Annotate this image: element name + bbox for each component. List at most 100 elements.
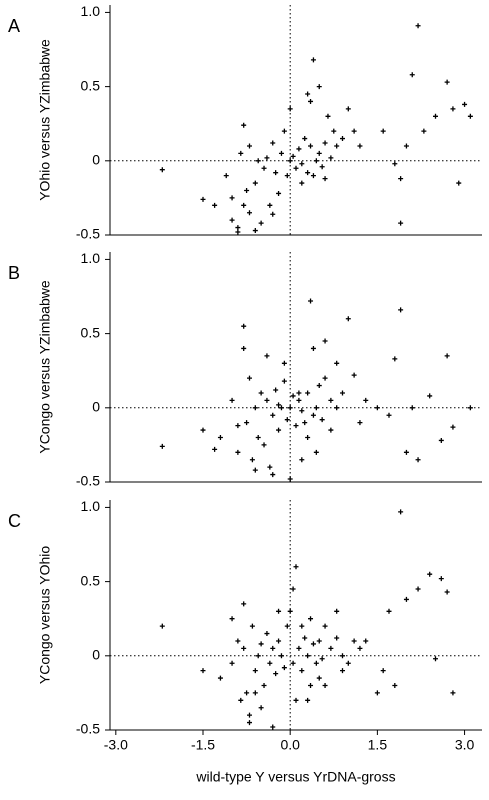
point xyxy=(340,653,345,659)
point xyxy=(284,173,290,179)
point xyxy=(328,155,334,161)
point xyxy=(278,405,284,411)
point xyxy=(235,225,241,231)
point xyxy=(293,697,299,703)
point xyxy=(299,180,305,186)
y-axis-label: YOhio versus YZimbabwe xyxy=(37,39,53,201)
point xyxy=(363,397,369,403)
point xyxy=(398,176,404,182)
point xyxy=(427,571,433,577)
point xyxy=(247,712,252,718)
point xyxy=(308,616,314,622)
point xyxy=(305,653,311,659)
point xyxy=(310,412,316,418)
point xyxy=(241,345,247,351)
point xyxy=(322,375,328,381)
point xyxy=(261,682,267,688)
point xyxy=(319,164,325,170)
point xyxy=(229,397,235,403)
point xyxy=(299,457,305,463)
y-tick-label: 0.5 xyxy=(81,324,101,340)
point xyxy=(241,323,247,329)
y-tick-label: 0 xyxy=(92,152,100,168)
point xyxy=(264,631,270,637)
point xyxy=(241,645,247,651)
point xyxy=(316,638,322,644)
point xyxy=(340,668,345,674)
point xyxy=(244,420,250,426)
point xyxy=(293,423,299,429)
point xyxy=(328,397,334,403)
point xyxy=(421,128,427,134)
point xyxy=(278,150,284,156)
y-tick-label: -0.5 xyxy=(76,473,100,489)
point xyxy=(316,84,322,90)
point xyxy=(319,417,325,423)
point xyxy=(438,437,444,443)
point xyxy=(270,472,276,478)
point xyxy=(217,675,223,681)
point xyxy=(229,616,235,622)
point xyxy=(212,446,218,452)
point xyxy=(200,668,206,674)
point xyxy=(249,457,255,463)
point xyxy=(340,390,345,396)
point xyxy=(310,345,316,351)
panel-letter: A xyxy=(8,16,20,36)
point xyxy=(415,586,421,592)
y-tick-label: 1.0 xyxy=(81,3,101,19)
point xyxy=(316,150,322,156)
point xyxy=(456,180,462,186)
point xyxy=(264,353,270,359)
point xyxy=(392,356,398,362)
point xyxy=(287,158,293,164)
point xyxy=(403,596,409,602)
point xyxy=(284,417,290,423)
point xyxy=(444,589,450,595)
point xyxy=(258,220,264,226)
point xyxy=(255,653,261,659)
point xyxy=(380,128,386,134)
point xyxy=(357,420,363,426)
x-tick-label: -3.0 xyxy=(104,737,128,753)
point xyxy=(319,656,325,662)
point xyxy=(281,665,287,671)
point xyxy=(223,173,229,179)
point xyxy=(310,173,316,179)
y-axis-label: YCongo versus YOhio xyxy=(37,546,53,684)
point xyxy=(267,202,273,208)
point xyxy=(433,113,438,119)
point xyxy=(322,338,328,344)
point xyxy=(438,576,444,582)
point xyxy=(398,307,404,313)
point xyxy=(398,220,404,226)
point xyxy=(392,682,398,688)
point xyxy=(287,405,293,411)
y-tick-label: 0 xyxy=(92,399,100,415)
point xyxy=(241,202,247,208)
point xyxy=(308,682,314,688)
y-tick-label: 0.5 xyxy=(81,77,101,93)
y-tick-label: -0.5 xyxy=(76,226,100,242)
point xyxy=(374,690,380,696)
point xyxy=(328,645,334,651)
point xyxy=(374,405,380,411)
point xyxy=(331,128,337,134)
point xyxy=(310,641,316,647)
point xyxy=(276,427,282,433)
y-tick-label: 0 xyxy=(92,647,100,663)
point xyxy=(305,697,311,703)
y-axis-label: YCongo versus YZimbabwe xyxy=(37,280,53,453)
point xyxy=(235,423,241,429)
y-tick-label: 0.5 xyxy=(81,572,101,588)
point xyxy=(403,449,409,455)
point xyxy=(229,660,235,666)
point xyxy=(252,228,258,234)
point xyxy=(252,180,258,186)
point xyxy=(252,467,258,473)
point xyxy=(467,405,473,411)
point xyxy=(258,705,264,711)
point xyxy=(217,434,223,440)
point xyxy=(261,165,267,171)
